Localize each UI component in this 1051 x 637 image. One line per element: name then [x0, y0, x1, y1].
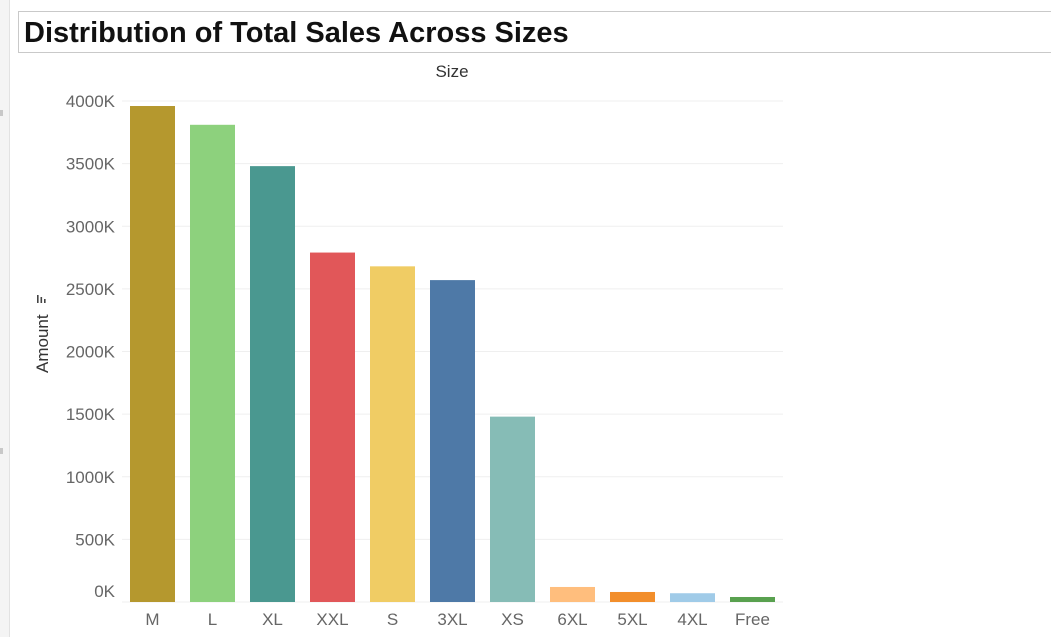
- bar-3xl[interactable]: [430, 280, 475, 602]
- y-tick-label: 3500K: [66, 155, 116, 174]
- title-container: Distribution of Total Sales Across Sizes: [18, 11, 1051, 53]
- x-tick-label: XS: [501, 610, 524, 629]
- x-axis-title[interactable]: Size: [435, 62, 468, 81]
- y-tick-label: 1500K: [66, 405, 116, 424]
- panel-handle: [0, 110, 3, 116]
- x-tick-label: 6XL: [557, 610, 587, 629]
- bar-m[interactable]: [130, 106, 175, 602]
- x-tick-label: XL: [262, 610, 283, 629]
- bars: [130, 106, 775, 603]
- y-axis-title-group: Amount: [33, 295, 52, 373]
- bar-l[interactable]: [190, 124, 235, 603]
- x-tick-label: 4XL: [677, 610, 707, 629]
- y-tick-label: 4000K: [66, 92, 116, 111]
- x-tick-label: M: [145, 610, 159, 629]
- bar-xxl[interactable]: [310, 252, 355, 603]
- bar-5xl[interactable]: [610, 591, 655, 602]
- bar-xs[interactable]: [490, 416, 535, 602]
- x-tick-label: 5XL: [617, 610, 647, 629]
- x-tick-label: Free: [735, 610, 770, 629]
- y-tick-label: 1000K: [66, 468, 116, 487]
- y-tick-label: 2500K: [66, 280, 116, 299]
- x-axis-ticks: M L XL XXL S 3XL XS 6XL 5XL 4XL Free: [145, 610, 770, 629]
- bar-s[interactable]: [370, 266, 415, 602]
- y-axis-title[interactable]: Amount: [33, 314, 52, 373]
- y-tick-label: 0K: [94, 582, 115, 601]
- y-tick-label: 2000K: [66, 343, 116, 362]
- chart-title: Distribution of Total Sales Across Sizes: [24, 17, 569, 49]
- y-tick-label: 3000K: [66, 217, 116, 236]
- sort-descending-icon[interactable]: [37, 295, 46, 303]
- x-tick-label: 3XL: [437, 610, 467, 629]
- y-axis-ticks: 0K 500K 1000K 1500K 2000K 2500K 3000K 3500K 4000…: [66, 92, 116, 601]
- x-tick-label: S: [387, 610, 398, 629]
- bar-free[interactable]: [730, 596, 775, 602]
- panel-handle: [0, 448, 3, 454]
- bar-4xl[interactable]: [670, 593, 715, 602]
- left-panel-edge: [0, 0, 10, 637]
- x-tick-label: L: [208, 610, 217, 629]
- bar-6xl[interactable]: [550, 586, 595, 602]
- bar-xl[interactable]: [250, 166, 295, 602]
- x-tick-label: XXL: [316, 610, 348, 629]
- y-tick-label: 500K: [75, 530, 115, 549]
